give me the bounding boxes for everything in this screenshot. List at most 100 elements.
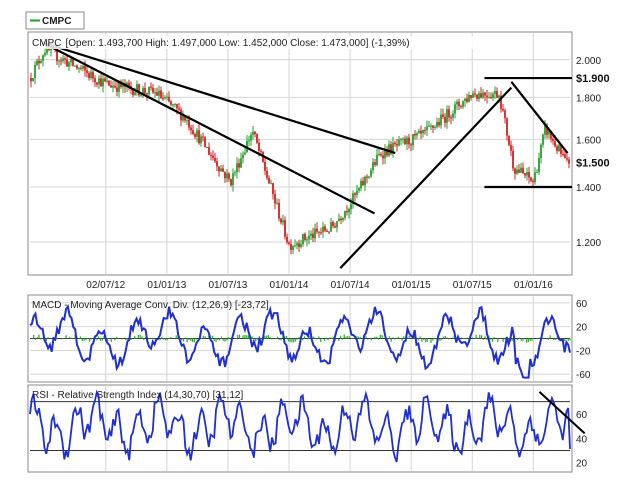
candle-body bbox=[240, 158, 242, 168]
candle-body bbox=[334, 225, 336, 228]
candle-body bbox=[432, 125, 434, 128]
candle-body bbox=[232, 173, 234, 186]
candle-body bbox=[118, 81, 120, 92]
candle-body bbox=[508, 135, 510, 146]
candle-body bbox=[344, 210, 346, 218]
candle-body bbox=[236, 163, 238, 173]
candle-body bbox=[516, 169, 518, 174]
candle-body bbox=[382, 155, 384, 159]
candle-body bbox=[96, 82, 98, 85]
candle-body bbox=[86, 70, 88, 74]
candle-body bbox=[90, 71, 92, 78]
candle-body bbox=[82, 66, 84, 69]
candle-body bbox=[560, 145, 562, 154]
candle-body bbox=[34, 64, 36, 79]
candle-body bbox=[192, 130, 194, 134]
candle-body bbox=[350, 204, 352, 209]
candle-body bbox=[312, 233, 314, 239]
candle-body bbox=[278, 202, 280, 219]
candle-body bbox=[136, 84, 138, 93]
price-level-label: $1.900 bbox=[576, 73, 610, 85]
candle-body bbox=[188, 119, 190, 128]
candle-body bbox=[378, 153, 380, 155]
rsi-y-tick-label: 20 bbox=[576, 459, 588, 470]
macd-y-tick-label: -60 bbox=[576, 370, 591, 381]
candle-body bbox=[168, 96, 170, 102]
candle-body bbox=[520, 167, 522, 173]
candle-body bbox=[244, 152, 246, 155]
price-info-bg bbox=[30, 36, 520, 49]
candle-body bbox=[140, 94, 142, 96]
candle-body bbox=[138, 84, 140, 96]
candle-body bbox=[100, 78, 102, 87]
candle-body bbox=[282, 220, 284, 223]
candle-body bbox=[196, 130, 198, 137]
candle-body bbox=[116, 87, 118, 92]
candle-body bbox=[528, 172, 530, 178]
candle-body bbox=[128, 82, 130, 86]
candle-body bbox=[324, 226, 326, 231]
candle-body bbox=[396, 144, 398, 146]
candle-body bbox=[268, 177, 270, 184]
candle-body bbox=[144, 87, 146, 94]
candle-body bbox=[554, 140, 556, 147]
candle-body bbox=[494, 90, 496, 94]
candle-body bbox=[526, 172, 528, 176]
rsi-grid bbox=[30, 386, 570, 471]
candle-body bbox=[546, 125, 548, 135]
candle-body bbox=[30, 78, 32, 82]
candle-body bbox=[170, 101, 172, 105]
candle-body bbox=[210, 154, 212, 156]
candle-body bbox=[258, 142, 260, 151]
candle-body bbox=[176, 104, 178, 109]
candle-body bbox=[276, 202, 278, 204]
candle-body bbox=[390, 144, 392, 154]
candle-body bbox=[442, 114, 444, 117]
candle-body bbox=[444, 116, 446, 123]
candle-body bbox=[364, 176, 366, 186]
date-x-axis: 02/07/12 01/01/13 01/07/13 01/01/14 01/07/14… bbox=[86, 280, 553, 291]
candle-body bbox=[146, 93, 148, 95]
price-y-tick-label: 1.400 bbox=[576, 183, 601, 194]
candle-body bbox=[498, 95, 500, 98]
candle-body bbox=[524, 173, 526, 176]
x-tick-label: 01/07/13 bbox=[208, 280, 247, 291]
candle-body bbox=[438, 121, 440, 126]
candle-body bbox=[292, 245, 294, 250]
candle-body bbox=[156, 92, 158, 96]
price-levels bbox=[484, 76, 572, 189]
candle-body bbox=[150, 86, 152, 88]
candle-body bbox=[428, 125, 430, 127]
price-trendline bbox=[41, 41, 376, 215]
candle-body bbox=[372, 162, 374, 171]
candle-body bbox=[174, 104, 176, 106]
candle-body bbox=[472, 93, 474, 98]
candle-body bbox=[398, 139, 400, 146]
candle-body bbox=[458, 101, 460, 107]
candle-body bbox=[348, 208, 350, 213]
candle-body bbox=[172, 104, 174, 106]
candle-body bbox=[486, 95, 488, 98]
macd-title: MACD - Moving Average Conv. Div. (12,26,… bbox=[32, 300, 269, 311]
candle-body bbox=[332, 221, 334, 226]
candle-body bbox=[468, 95, 470, 102]
price-panel-frame bbox=[27, 31, 573, 276]
candle-body bbox=[552, 138, 554, 141]
candle-body bbox=[44, 53, 46, 56]
candle-body bbox=[492, 93, 494, 98]
candle-body bbox=[186, 119, 188, 121]
candle-body bbox=[514, 168, 516, 174]
x-tick-label: 01/01/16 bbox=[514, 280, 553, 291]
candle-body bbox=[392, 142, 394, 154]
candle-body bbox=[366, 176, 368, 178]
rsi-line bbox=[29, 389, 571, 463]
candle-body bbox=[394, 142, 396, 145]
candle-body bbox=[212, 155, 214, 158]
candle-body bbox=[234, 172, 236, 174]
candle-body bbox=[214, 157, 216, 162]
candle-body bbox=[462, 101, 464, 107]
price-grid bbox=[30, 33, 570, 274]
candle-body bbox=[314, 228, 316, 239]
candle-body bbox=[368, 176, 370, 178]
